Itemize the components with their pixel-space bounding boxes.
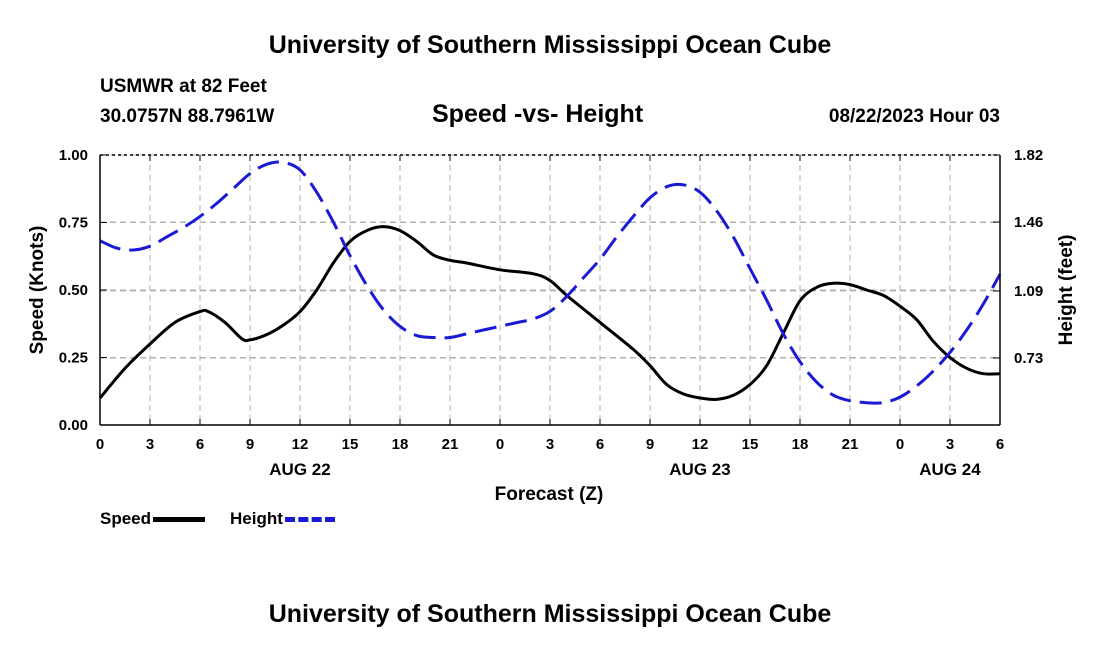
x-tick-label: 6 xyxy=(196,436,204,453)
x-tick-label: 3 xyxy=(546,436,554,453)
y2-tick-label: 1.82 xyxy=(1014,147,1043,164)
day-label: AUG 24 xyxy=(919,460,981,479)
x-tick-label: 0 xyxy=(496,436,504,453)
day-label: AUG 22 xyxy=(269,460,330,479)
y-tick-label: 0.50 xyxy=(59,282,88,299)
y2-tick-label: 0.73 xyxy=(1014,350,1043,367)
legend-height-swatch xyxy=(284,517,335,523)
x-tick-label: 21 xyxy=(842,436,859,453)
x-tick-label: 0 xyxy=(96,436,104,453)
x-tick-label: 15 xyxy=(742,436,759,453)
coordinates-label: 30.0757N 88.7961W xyxy=(100,106,275,127)
chart-subtitle: Speed -vs- Height xyxy=(432,100,644,128)
legend-height: Height xyxy=(230,509,335,529)
speed-series-line xyxy=(98,225,1001,401)
y2-tick-label: 1.46 xyxy=(1014,214,1043,231)
x-tick-label: 18 xyxy=(392,436,409,453)
y-tick-label: 0.25 xyxy=(59,350,88,367)
x-tick-label: 3 xyxy=(146,436,154,453)
top-title: University of Southern Mississippi Ocean… xyxy=(268,31,832,59)
x-tick-label: 9 xyxy=(646,436,654,453)
height-series-line xyxy=(99,160,1002,405)
x-tick-label: 3 xyxy=(946,436,954,453)
legend-speed-swatch xyxy=(153,517,206,523)
y2-tick-label: 1.09 xyxy=(1014,283,1043,300)
x-tick-label: 18 xyxy=(792,436,809,453)
x-tick-label: 6 xyxy=(996,436,1004,453)
x-tick-label: 12 xyxy=(292,436,309,453)
x-tick-label: 9 xyxy=(246,436,254,453)
y-tick-label: 0.75 xyxy=(59,215,88,232)
y-axis-label-right: Height (feet) xyxy=(1056,235,1077,346)
station-label: USMWR at 82 Feet xyxy=(100,76,267,97)
y-axis-label-left: Speed (Knots) xyxy=(27,226,48,355)
x-tick-label: 0 xyxy=(896,436,904,453)
axis-layer: 0 3 6 9 12 15 18 21 0 3 6 9 12 15 18 21 0 3 6 0.00 0.25 0.50 0… xyxy=(59,147,1043,479)
day-label: AUG 23 xyxy=(669,460,730,479)
y-tick-label: 0.00 xyxy=(59,417,88,434)
grid-layer xyxy=(100,154,1000,425)
series-layer xyxy=(98,160,1002,405)
x-axis-label: Forecast (Z) xyxy=(495,484,604,505)
bottom-title: University of Southern Mississippi Ocean… xyxy=(268,600,832,628)
legend-speed-label: Speed xyxy=(100,509,152,528)
legend-speed: Speed xyxy=(100,509,206,529)
legend-height-label: Height xyxy=(230,509,283,528)
forecast-datetime: 08/22/2023 Hour 03 xyxy=(828,106,1000,127)
x-tick-label: 15 xyxy=(342,436,359,453)
x-tick-label: 12 xyxy=(692,436,709,453)
x-tick-label: 6 xyxy=(596,436,604,453)
x-tick-label: 21 xyxy=(442,436,459,453)
y-tick-label: 1.00 xyxy=(59,147,88,164)
